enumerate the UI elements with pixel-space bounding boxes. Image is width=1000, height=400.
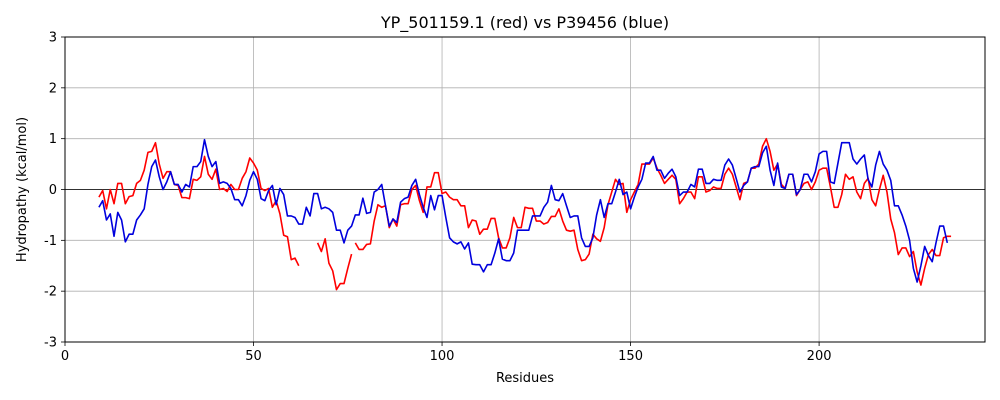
y-tick-label: 0	[49, 183, 57, 198]
chart-title: YP_501159.1 (red) vs P39456 (blue)	[380, 13, 669, 33]
x-tick-label: 150	[618, 349, 643, 364]
series-lines	[98, 137, 952, 291]
y-axis-ticks: -3 -2 -1 0 1 2 3	[44, 31, 65, 351]
y-tick-label: -1	[44, 234, 57, 249]
y-tick-label: -2	[44, 285, 57, 300]
y-tick-label: 3	[49, 31, 57, 46]
y-tick-label: 1	[49, 132, 57, 147]
y-tick-label: -3	[44, 336, 57, 351]
blue-series-line	[98, 138, 949, 283]
x-tick-label: 50	[245, 349, 262, 364]
y-tick-label: 2	[49, 81, 57, 96]
x-tick-label: 100	[430, 349, 455, 364]
y-axis-label: Hydropathy (kcal/mol)	[15, 117, 30, 262]
red-series-line	[98, 137, 952, 291]
x-axis-label: Residues	[496, 371, 554, 386]
x-tick-label: 0	[61, 349, 69, 364]
x-tick-label: 200	[807, 349, 832, 364]
x-axis-ticks: 0 50 100 150 200	[61, 342, 832, 364]
